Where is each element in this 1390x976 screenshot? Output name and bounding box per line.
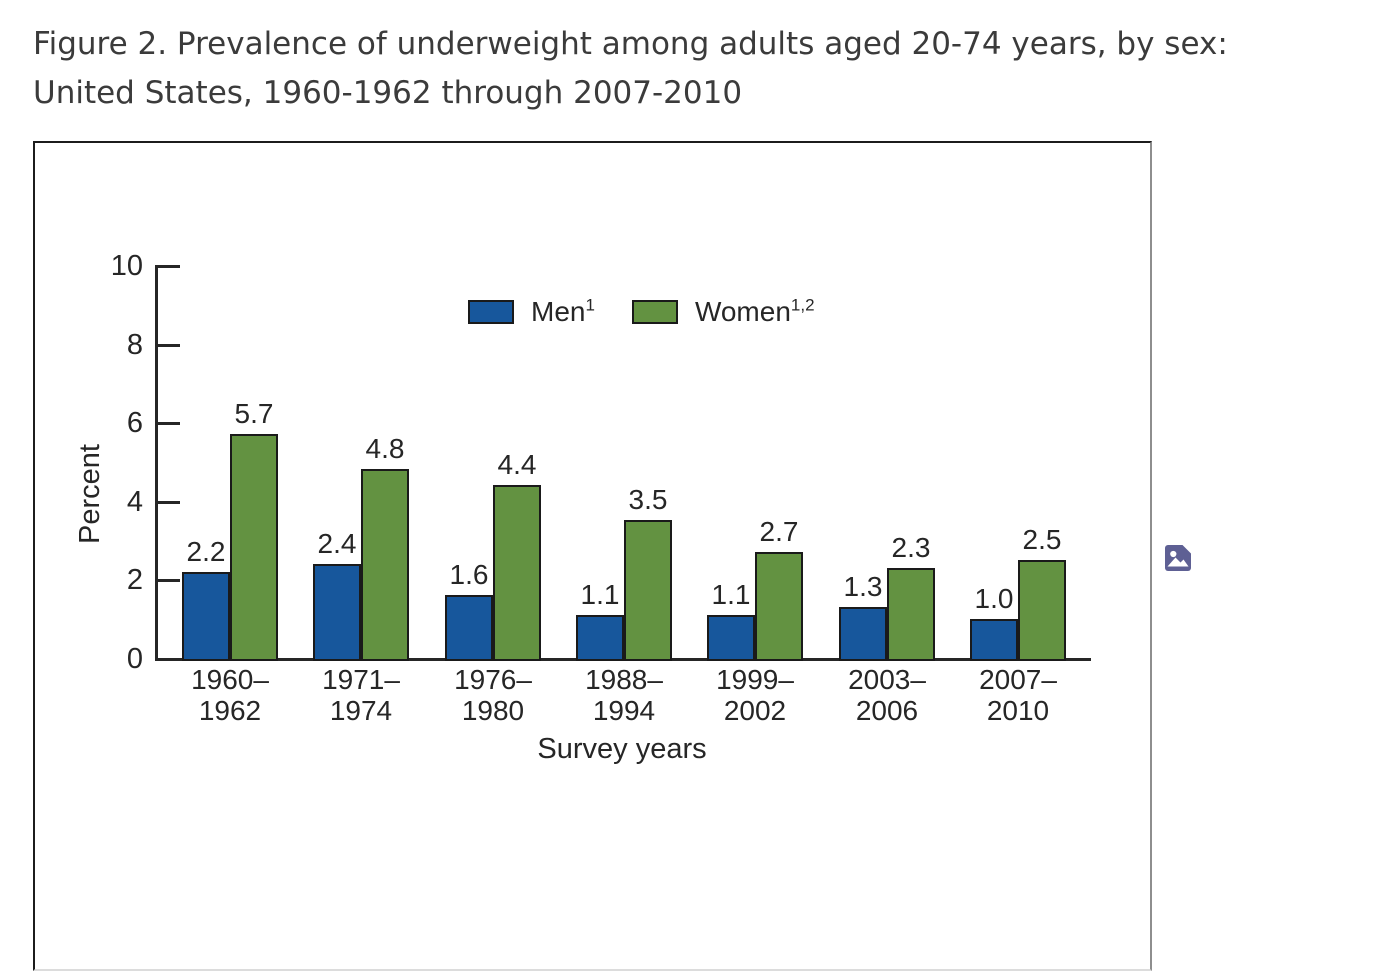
x-category-label-line-1: 2003– (848, 664, 926, 695)
bar-women (887, 568, 935, 661)
x-category-label-line-2: 1962 (198, 695, 262, 726)
y-axis-title: Percent (74, 444, 106, 544)
figure-caption-line-1: Figure 2. Prevalence of underweight amon… (33, 26, 1228, 62)
y-tick-mark (158, 579, 180, 582)
legend-item-men: Men1 (468, 296, 595, 328)
bar-chart: 0 2 4 6 8 10 2.2 5.7 1960– 1962 2.4 4.8 1971– 1974 1.6… (35, 143, 1150, 969)
x-category-label-line-2: 1980 (461, 695, 525, 726)
bar-value-label: 1.6 (449, 559, 489, 590)
x-category-label-line-2: 1994 (592, 695, 656, 726)
bar-women (755, 552, 803, 661)
x-category-label-line-2: 2006 (855, 695, 919, 726)
y-tick-mark (158, 501, 180, 504)
bar-men (970, 619, 1018, 661)
x-category-label-line-1: 1960– (191, 664, 269, 695)
legend-swatch-women (631, 300, 678, 324)
x-category-label: 1971– 1974 (291, 664, 431, 726)
image-placeholder-icon[interactable] (1163, 543, 1193, 573)
icon-sun-shape (1170, 550, 1177, 558)
x-category-label-line-2: 2010 (986, 695, 1050, 726)
legend-swatch-men (468, 300, 514, 324)
bar-men (839, 607, 887, 661)
y-axis-line (155, 265, 158, 661)
x-category-label: 1976– 1980 (423, 664, 563, 726)
bar-men (445, 595, 493, 661)
x-category-label-line-1: 1971– (322, 664, 400, 695)
bar-women (624, 520, 672, 661)
bar-value-label: 5.7 (234, 398, 274, 429)
bar-value-label: 3.5 (628, 484, 668, 515)
bar-value-label: 4.8 (365, 433, 405, 464)
bar-women (230, 434, 278, 661)
bar-value-label: 1.1 (580, 579, 620, 610)
legend-superscript-men: 1 (585, 295, 595, 315)
bar-men (576, 615, 624, 661)
bar-value-label: 4.4 (497, 449, 537, 480)
x-category-label: 2003– 2006 (817, 664, 957, 726)
y-tick-label: 2 (126, 564, 143, 596)
bar-value-label: 2.3 (891, 532, 931, 563)
y-tick-label: 8 (126, 329, 143, 361)
y-tick-label: 4 (126, 486, 143, 518)
figure-panel: 0 2 4 6 8 10 2.2 5.7 1960– 1962 2.4 4.8 1971– 1974 1.6… (33, 141, 1152, 971)
bar-value-label: 1.3 (843, 571, 883, 602)
bar-men (182, 572, 230, 661)
x-category-label: 1999– 2002 (685, 664, 825, 726)
y-tick-mark (158, 344, 180, 347)
icon-mountain-shape (1167, 557, 1189, 567)
bar-value-label: 2.7 (759, 516, 799, 547)
legend-superscript-women: 1,2 (790, 295, 815, 315)
y-tick-mark (158, 265, 180, 268)
bar-men (707, 615, 755, 661)
bar-women (1018, 560, 1066, 661)
x-category-label-line-1: 1999– (716, 664, 794, 695)
x-category-label-line-2: 2002 (723, 695, 787, 726)
x-category-label: 1960– 1962 (160, 664, 300, 726)
bar-value-label: 2.2 (186, 536, 226, 567)
y-tick-label: 10 (110, 250, 143, 282)
bar-value-label: 1.0 (974, 583, 1014, 614)
x-category-label-line-1: 1988– (585, 664, 663, 695)
bar-value-label: 2.5 (1022, 524, 1062, 555)
legend-item-women: Women1,2 (631, 295, 815, 328)
figure-caption: Figure 2. Prevalence of underweight amon… (33, 20, 1383, 118)
x-category-label-line-2: 1974 (329, 695, 393, 726)
x-axis-title: Survey years (537, 733, 707, 765)
figure-caption-line-2: United States, 1960-1962 through 2007-20… (33, 75, 743, 111)
y-tick-mark (158, 422, 180, 425)
y-tick-label: 0 (126, 643, 143, 675)
x-category-label-line-1: 2007– (979, 664, 1057, 695)
legend-label-women: Women1,2 (694, 295, 815, 327)
image-placeholder-icon-body (1165, 545, 1191, 571)
bar-men (313, 564, 361, 661)
x-category-label-line-1: 1976– (454, 664, 532, 695)
x-category-label: 1988– 1994 (554, 664, 694, 726)
bar-women (361, 469, 409, 661)
bar-value-label: 1.1 (711, 579, 751, 610)
bar-value-label: 2.4 (317, 528, 357, 559)
x-category-label: 2007– 2010 (948, 664, 1088, 726)
y-tick-label: 6 (126, 407, 143, 439)
chart-legend: Men1 Women1,2 (468, 296, 815, 328)
bar-women (493, 485, 541, 661)
legend-label-men: Men1 (531, 295, 595, 327)
